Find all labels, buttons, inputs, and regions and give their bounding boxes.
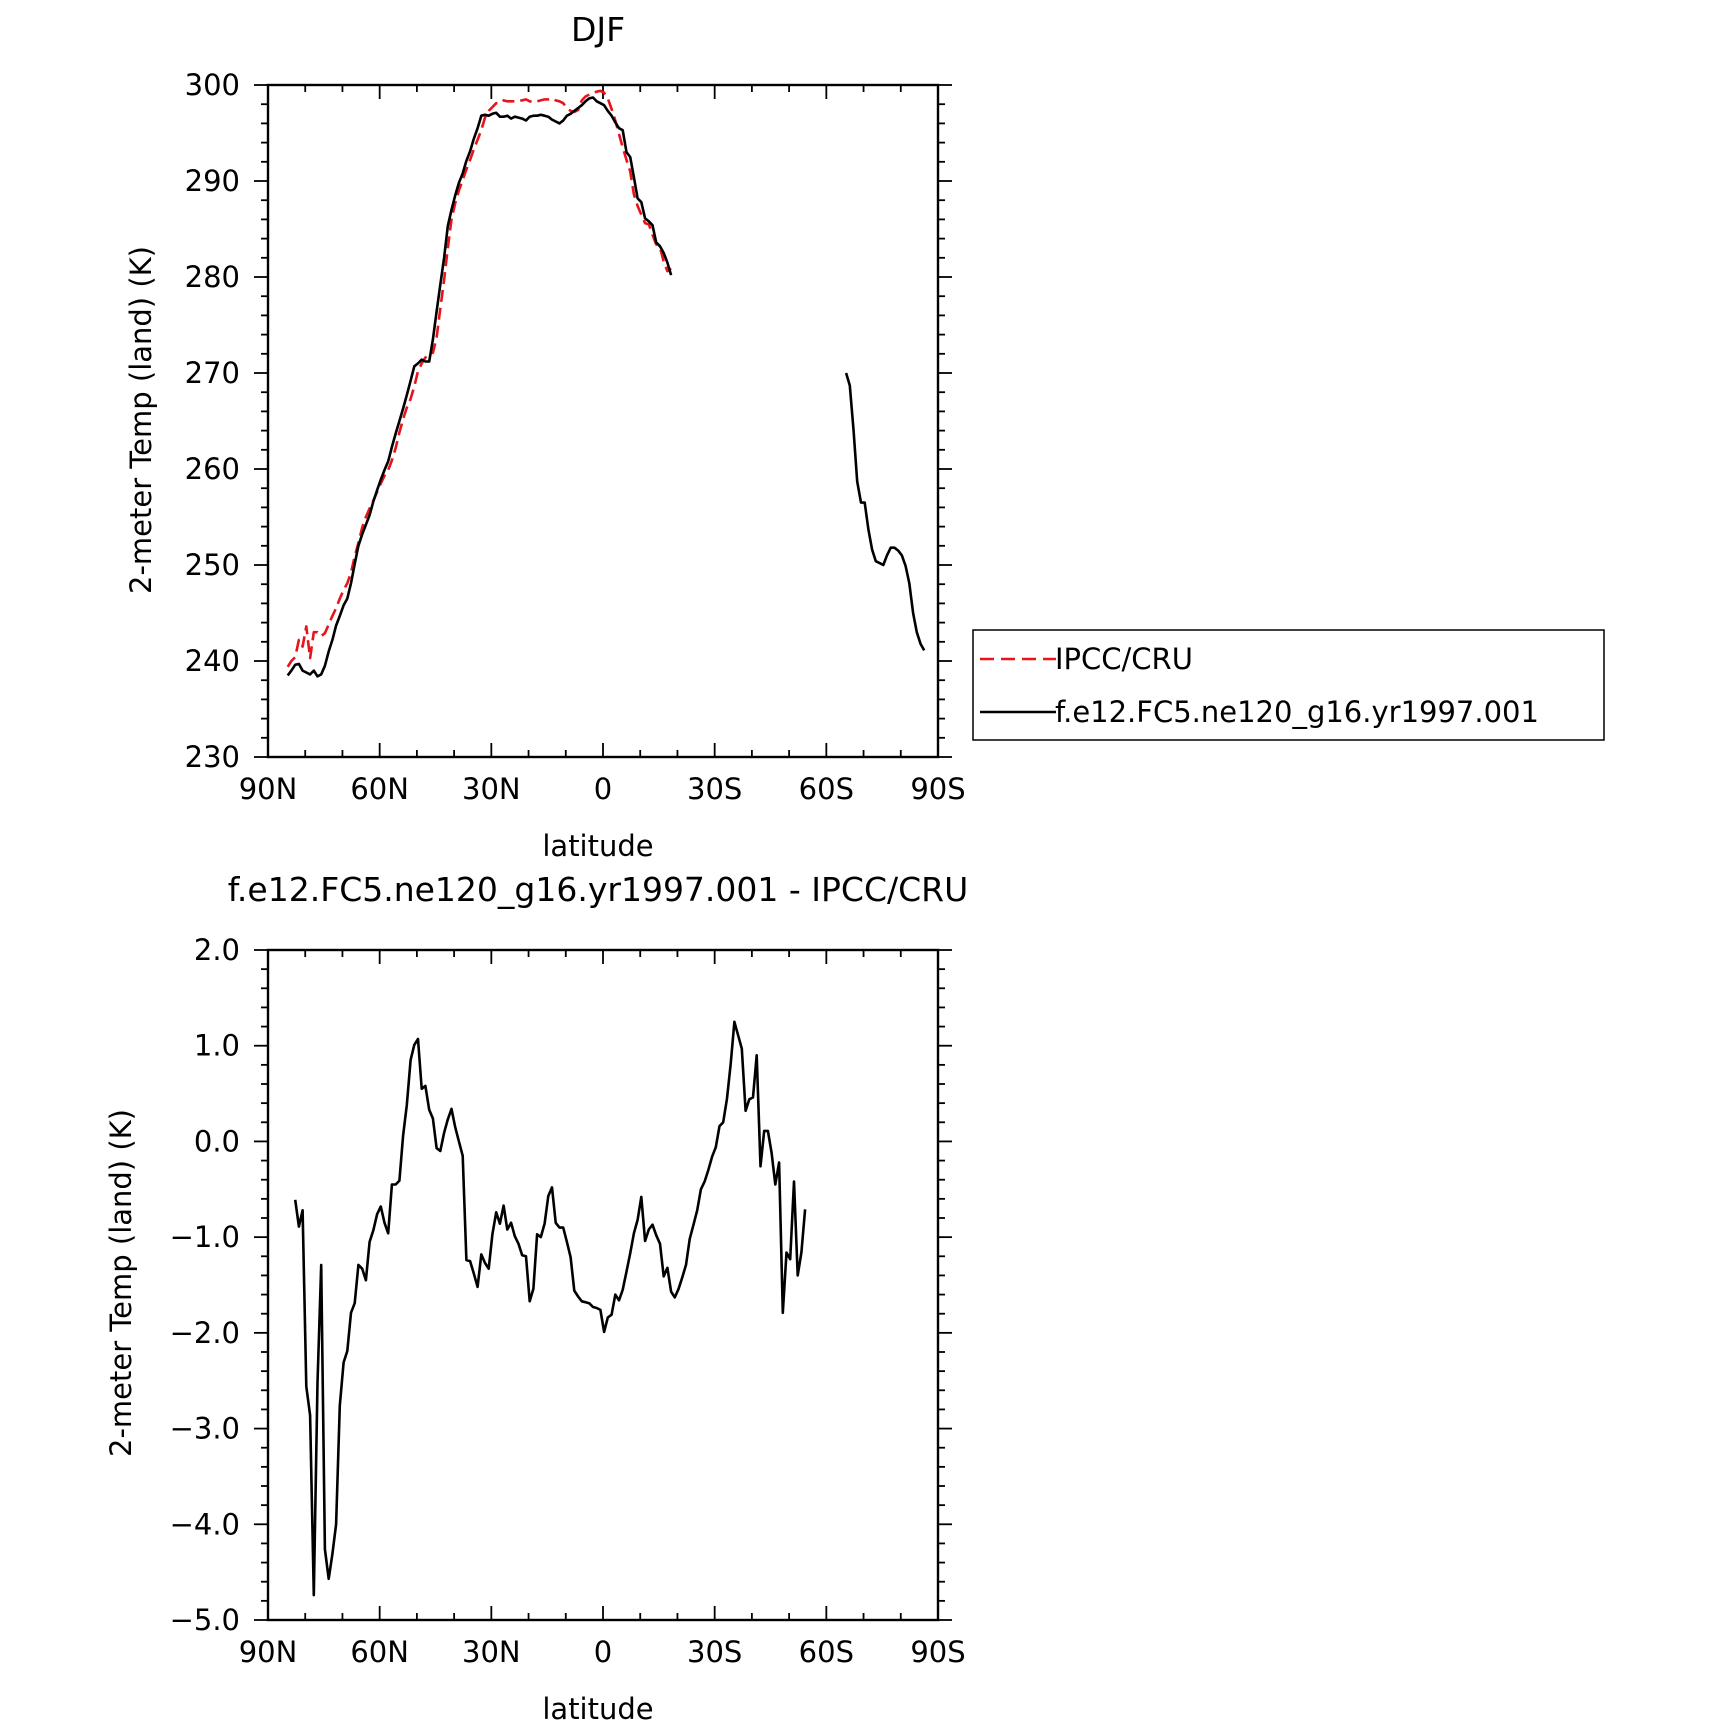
legend-box [972,629,1605,741]
top-x-tick-label: 90N [239,772,298,806]
top-x-tick-label: 0 [594,772,612,806]
top-y-tick-label: 300 [185,68,240,102]
bottom-x-tick-label: 30N [462,1635,521,1669]
bottom-plot-frame [266,948,940,1622]
bottom-x-tick-label: 90N [239,1635,298,1669]
top-y-tick-label: 250 [185,548,240,582]
top-chart-title: DJF [571,10,625,49]
top-y-tick-label: 270 [185,356,240,390]
bottom-y-tick-label: −1.0 [170,1220,240,1254]
bottom-y-tick-label: −4.0 [170,1507,240,1541]
top-chart-panel: DJF 90N 60N 30N 0 30S 60S 90S 230 240 250 260 270 28… [124,10,966,863]
top-x-tick-label: 60N [350,772,409,806]
bottom-y-tick-label: 0.0 [194,1124,240,1158]
bottom-chart-panel: f.e12.FC5.ne120_g16.yr1997.001 - IPCC/CR… [104,870,968,1723]
top-y-tick-label: 240 [185,644,240,678]
bottom-chart-title: f.e12.FC5.ne120_g16.yr1997.001 - IPCC/CR… [228,870,969,909]
top-y-tick-label: 280 [185,260,240,294]
bottom-x-tick-label: 90S [910,1635,965,1669]
top-plot-frame [266,83,940,759]
top-x-tick-label: 60S [799,772,854,806]
bottom-x-tick-label: 30S [687,1635,742,1669]
top-x-axis-label: latitude [542,829,653,863]
bottom-x-tick-label: 60S [799,1635,854,1669]
bottom-plot-area: 90N 60N 30N 0 30S 60S 90S −5.0 −4.0 −3.0 −2.0 −1.0 0… [170,933,966,1669]
top-chart-legend: IPCC/CRU f.e12.FC5.ne120_g16.yr1997.001 [972,629,1605,741]
top-x-tick-label: 30N [462,772,521,806]
bottom-y-tick-label: 1.0 [194,1029,240,1063]
top-series-line-0 [286,89,672,668]
top-series-line-1 [286,96,926,678]
bottom-x-axis-label: latitude [542,1692,653,1723]
top-x-tick-label: 30S [687,772,742,806]
top-x-tick-label: 90S [910,772,965,806]
bottom-y-tick-label: 2.0 [194,933,240,967]
legend-label-model: f.e12.FC5.ne120_g16.yr1997.001 [1055,695,1539,729]
legend-label-ipcc-cru: IPCC/CRU [1055,642,1193,676]
top-plot-area: 90N 60N 30N 0 30S 60S 90S 230 240 250 260 270 280 290… [185,68,966,806]
bottom-x-tick-label: 60N [350,1635,409,1669]
bottom-y-axis-label: 2-meter Temp (land) (K) [104,1109,138,1457]
bottom-y-tick-label: −5.0 [170,1603,240,1637]
top-y-tick-label: 260 [185,452,240,486]
bottom-x-tick-label: 0 [594,1635,612,1669]
top-y-axis-label: 2-meter Temp (land) (K) [124,246,158,594]
bottom-series-line-0 [293,1020,807,1597]
bottom-y-tick-label: −3.0 [170,1412,240,1446]
top-y-tick-label: 290 [185,164,240,198]
top-y-tick-label: 230 [185,740,240,774]
bottom-y-tick-label: −2.0 [170,1316,240,1350]
